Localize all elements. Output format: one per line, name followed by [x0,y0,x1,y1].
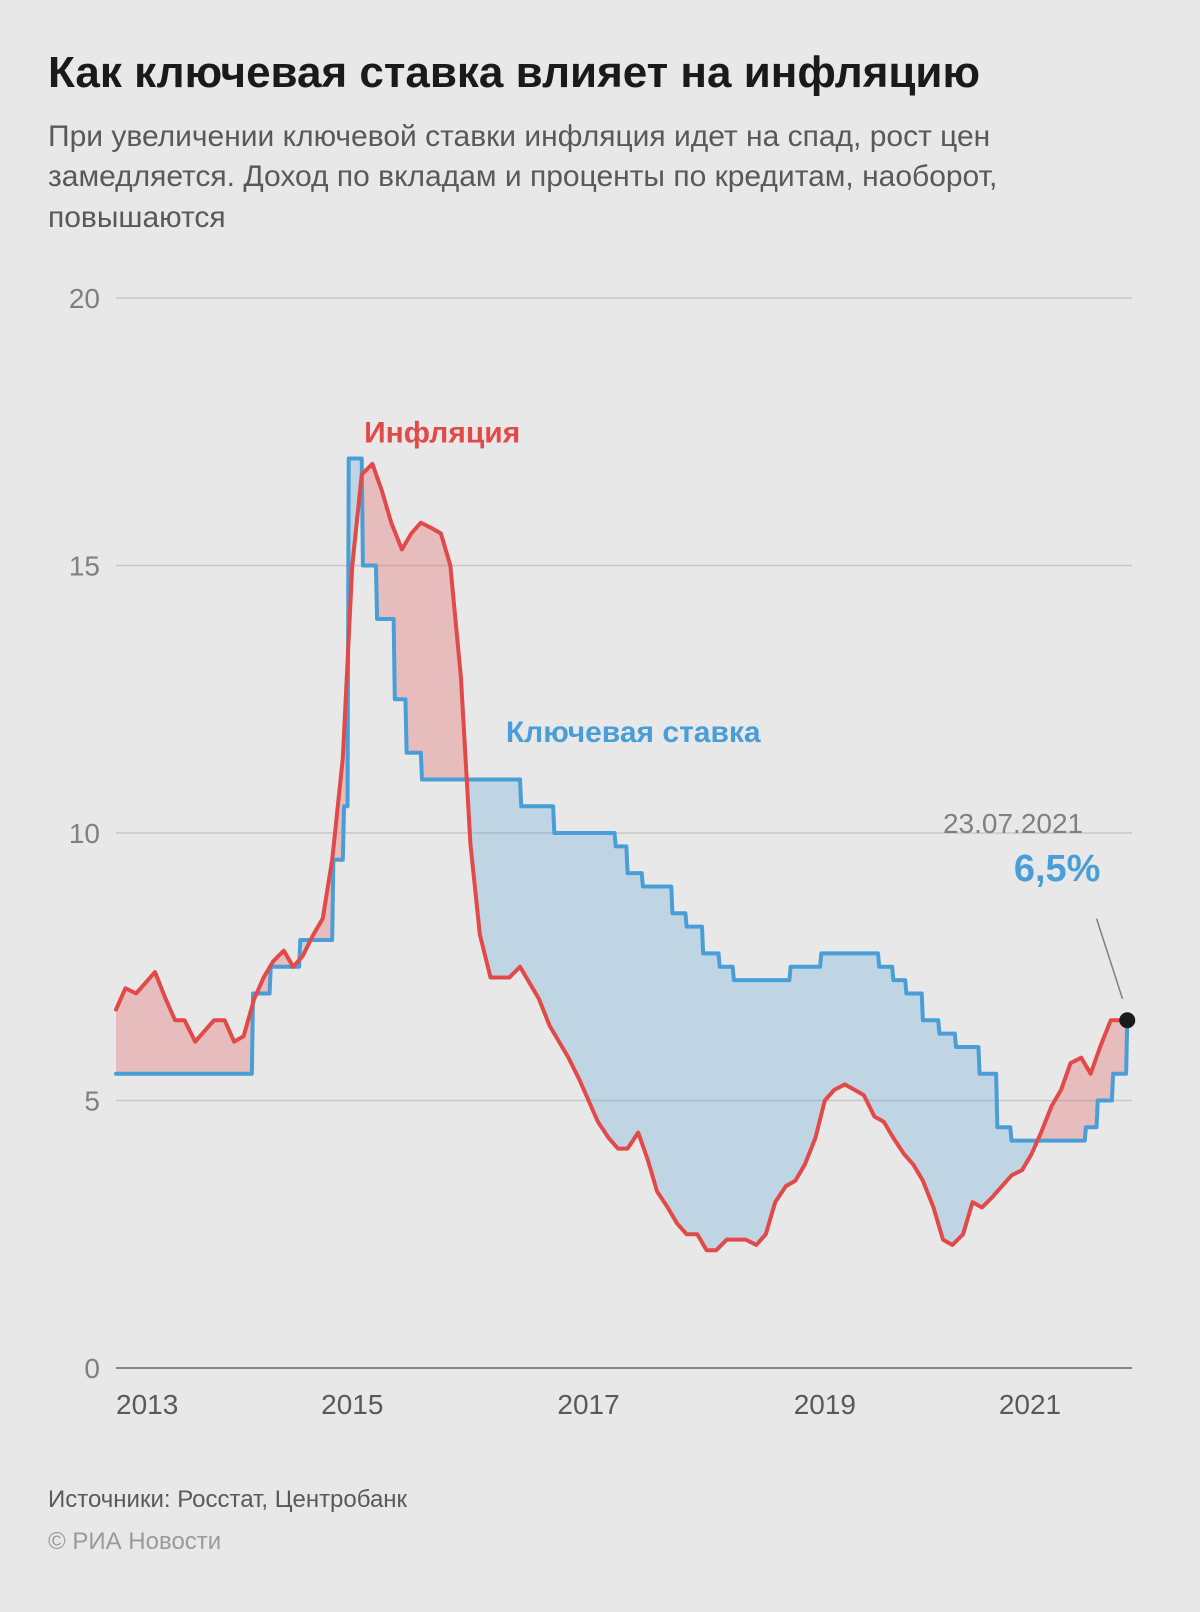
svg-text:15: 15 [69,551,100,582]
svg-text:2021: 2021 [999,1389,1061,1420]
copyright-line: © РИА Новости [48,1528,1152,1556]
svg-text:2013: 2013 [116,1389,178,1420]
svg-text:Ключевая ставка: Ключевая ставка [506,716,761,749]
svg-text:0: 0 [84,1353,100,1384]
svg-text:23.07.2021: 23.07.2021 [943,808,1083,839]
svg-text:20: 20 [69,283,100,314]
chart-subtitle: При увеличении ключевой ставки инфляция … [48,117,1152,239]
svg-text:6,5%: 6,5% [1014,848,1101,890]
svg-text:2019: 2019 [794,1389,856,1420]
chart-container: 0 5 10 15 20 2013 2015 2017 2019 2021 Инфляция Ключ… [48,278,1152,1458]
chart-title: Как ключевая ставка влияет на инфляцию [48,48,1152,99]
svg-text:2017: 2017 [557,1389,619,1420]
svg-text:5: 5 [84,1086,100,1117]
sources-line: Источники: Росстат, Центробанк [48,1486,1152,1514]
svg-text:10: 10 [69,818,100,849]
chart-svg: 0 5 10 15 20 2013 2015 2017 2019 2021 Инфляция Ключ… [48,278,1152,1458]
svg-text:2015: 2015 [321,1389,383,1420]
svg-text:Инфляция: Инфляция [364,417,520,450]
